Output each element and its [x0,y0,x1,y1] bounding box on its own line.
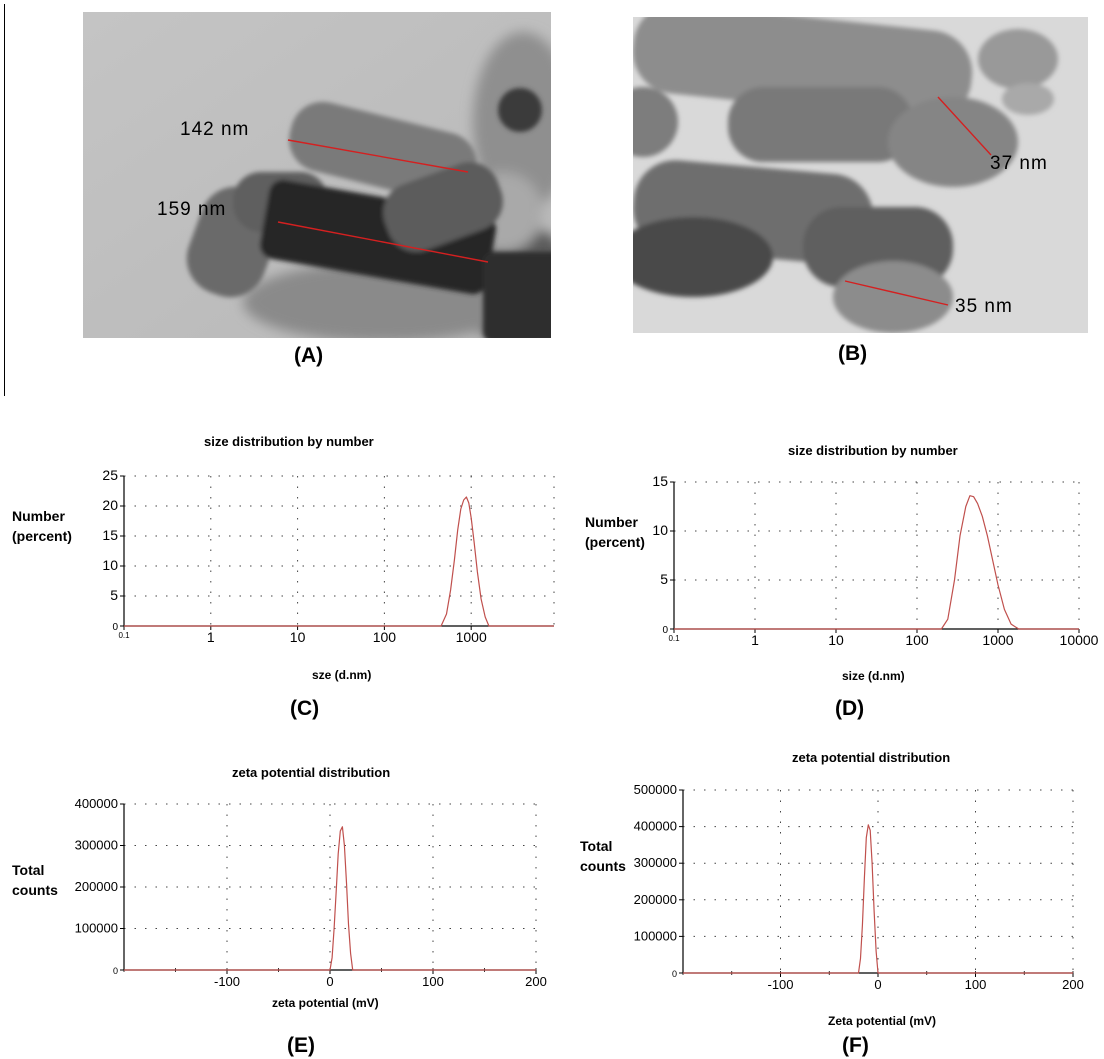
chart-d-plot: 0 5 10 15 0.1 1 10 100 1000 10000 [652,473,1099,648]
series-line [674,495,1079,630]
chart-c-xlabel: sze (d.nm) [312,668,372,682]
chart-d-ylabel-line2: (percent) [585,534,645,550]
measurement-label-159nm: 159 nm [157,199,227,220]
tem-image-a [83,12,551,338]
series-line [124,496,554,627]
tem-image-b [633,17,1088,333]
panel-label-f: (F) [842,1034,869,1057]
x-tick-label: 10 [290,629,306,645]
y-tick-label: 100000 [634,928,677,943]
y-tick-label: 0 [662,625,668,636]
left-border-line [4,4,5,396]
y-tick-label: 0 [113,966,118,976]
panel-label-e: (E) [287,1034,315,1057]
y-tick-label: 200000 [634,892,677,907]
y-tick-label: 25 [102,467,118,483]
measure-line-37 [937,96,992,156]
measurement-label-142nm: 142 nm [180,119,250,140]
y-tick-label: 0 [672,969,677,979]
chart-e-plot: 0 100000 200000 300000 400000 -100 0 100 200 [75,796,547,989]
x-tick-label: 1000 [456,629,487,645]
y-tick-label: 20 [102,497,118,513]
measure-line-35 [844,280,949,306]
chart-c-plot: 0 5 10 15 20 25 0.1 1 10 100 1000 [102,467,555,645]
x-tick-label: 100 [965,977,987,990]
x-tick-label: 200 [525,974,547,989]
y-tick-label: 10 [652,522,668,538]
chart-f-ylabel: Total counts [580,836,626,876]
y-tick-label: 300000 [634,855,677,870]
y-tick-label: 400000 [634,819,677,834]
y-tick-label: 15 [652,473,668,489]
x-tick-label: 100 [905,632,929,648]
panel-label-d: (D) [835,697,865,720]
chart-d-title: size distribution by number [788,443,958,458]
chart-c-ylabel-line2: (percent) [12,528,72,544]
y-tick-label: 100000 [75,921,118,936]
chart-e-title: zeta potential distribution [232,765,391,780]
chart-f-ylabel-line2: counts [580,858,626,874]
y-tick-label: 5 [660,571,668,587]
chart-f-ylabel-line1: Total [580,838,613,854]
x-tick-label: 1 [207,629,215,645]
y-tick-label: 15 [102,527,118,543]
y-tick-label: 10 [102,557,118,573]
measurement-label-35nm: 35 nm [955,296,1013,317]
y-tick-label: 200000 [75,879,118,894]
y-tick-label: 300000 [75,838,118,853]
x-tick-label: 0 [326,974,333,989]
measure-line-142 [287,139,469,173]
measure-line-159 [277,221,489,263]
x-tick-label: 100 [422,974,444,989]
x-tick-label: 0.1 [668,634,680,643]
x-tick-label: 1000 [982,632,1013,648]
x-tick-label: 10 [828,632,844,648]
chart-e-ylabel-line1: Total [12,862,45,878]
x-tick-label: -100 [767,977,793,990]
chart-f-plot: 0 100000 200000 300000 400000 500000 -100 0 100 2… [634,782,1084,990]
y-tick-label: 400000 [75,796,118,811]
chart-d-ylabel: Number (percent) [585,512,645,552]
series-line [683,824,1073,974]
x-tick-label: 100 [373,629,397,645]
x-tick-label: 200 [1062,977,1084,990]
y-tick-label: 500000 [634,782,677,797]
chart-c-ylabel-line1: Number [12,508,65,524]
chart-e-ylabel-line2: counts [12,882,58,898]
x-tick-label: 10000 [1060,632,1099,648]
x-tick-label: -100 [214,974,240,989]
chart-e-xlabel: zeta potential (mV) [272,996,379,1010]
chart-f-xlabel: Zeta potential (mV) [828,1014,937,1028]
x-tick-label: 0.1 [118,631,130,640]
x-tick-label: 1 [751,632,759,648]
y-tick-label: 0 [112,622,118,633]
chart-c-title: size distribution by number [204,434,374,449]
chart-f-title: zeta potential distribution [792,750,951,765]
chart-d-ylabel-line1: Number [585,514,638,530]
measurement-label-37nm: 37 nm [990,153,1048,174]
chart-d-xlabel: size (d.nm) [842,669,905,683]
panel-label-c: (C) [290,697,320,720]
panel-label-b: (B) [838,342,868,365]
chart-c-ylabel: Number (percent) [12,506,72,546]
chart-e-ylabel: Total counts [12,860,58,900]
y-tick-label: 5 [110,587,118,603]
x-tick-label: 0 [874,977,881,990]
panel-label-a: (A) [294,344,324,367]
series-line [124,826,536,971]
